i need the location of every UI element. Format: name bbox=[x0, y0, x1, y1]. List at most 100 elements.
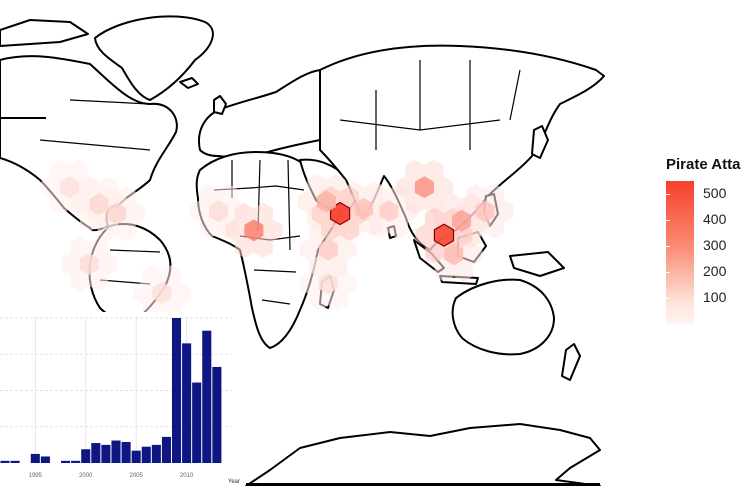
landmass-iceland bbox=[179, 77, 199, 89]
hexbin-halo-3-4 bbox=[424, 159, 444, 182]
bar-2005 bbox=[131, 450, 141, 463]
hexbin-halo-2-5 bbox=[234, 202, 254, 225]
hexbin-halo-3-1 bbox=[395, 176, 415, 199]
hexbin-halo-7-2 bbox=[389, 216, 409, 239]
hexbin-halo-17-2 bbox=[116, 219, 136, 242]
hexbin-halo-17-0 bbox=[126, 202, 146, 225]
hexbin-halo-2-4 bbox=[253, 202, 273, 225]
bar-2002 bbox=[101, 444, 111, 463]
x-axis-label: Year bbox=[228, 479, 240, 485]
legend-title: Pirate Atta bbox=[666, 156, 741, 173]
legend-label-500: 500 bbox=[703, 185, 727, 201]
bar-chart-svg: 1995 2000 2005 2010 Year bbox=[0, 317, 240, 485]
bar-2013 bbox=[212, 366, 222, 463]
hexbin-halo-1-1 bbox=[415, 224, 435, 247]
hexbin-halo-1-5 bbox=[424, 207, 444, 230]
legend-tick-500 bbox=[666, 194, 670, 195]
hexbin-halo-8-0 bbox=[463, 243, 483, 266]
hexbin-halo-14-0 bbox=[171, 281, 191, 304]
bar-1996 bbox=[40, 456, 50, 463]
bar-2004 bbox=[121, 441, 131, 463]
hexbin-layer bbox=[41, 159, 514, 321]
bar-1993 bbox=[10, 460, 20, 463]
color-legend: Pirate Atta 100 200 300 400 500 bbox=[666, 156, 741, 331]
hexbin-cell-15 bbox=[318, 272, 338, 295]
hexbin-halo-14-4 bbox=[161, 265, 181, 288]
hexbin-halo-15-1 bbox=[299, 272, 319, 295]
hexbin-cell-12 bbox=[60, 176, 80, 199]
legend-label-400: 400 bbox=[703, 211, 727, 227]
hexbin-halo-12-1 bbox=[41, 176, 61, 199]
landmass-greenland bbox=[94, 15, 214, 101]
x-tick-labels: 1995 2000 2005 2010 bbox=[29, 473, 194, 479]
hexbin-cell-9 bbox=[475, 200, 495, 223]
hexbin-cell-10 bbox=[318, 238, 338, 261]
bar-2012 bbox=[202, 330, 212, 463]
hexbin-cell-17 bbox=[107, 202, 127, 225]
legend-label-100: 100 bbox=[703, 289, 727, 305]
x-tick-label-2000: 2000 bbox=[79, 473, 93, 479]
hexbin-halo-10-3 bbox=[309, 255, 329, 278]
bar-1998 bbox=[61, 460, 71, 463]
hexbin-halo-10-0 bbox=[337, 238, 357, 261]
hexbin-halo-15-3 bbox=[309, 288, 329, 311]
hexbin-cell-2 bbox=[244, 219, 264, 242]
bar-1995 bbox=[30, 453, 40, 463]
hexbin-halo-3-2 bbox=[424, 192, 444, 215]
hexbin-halo-13-1 bbox=[60, 253, 80, 275]
bar-series bbox=[0, 318, 222, 463]
landmass-new-guinea bbox=[509, 251, 565, 277]
hexbin-cell-13 bbox=[79, 253, 99, 275]
hexbin-halo-10-1 bbox=[299, 238, 319, 261]
hexbin-halo-8-2 bbox=[453, 259, 473, 282]
hexbin-halo-11-1 bbox=[70, 193, 90, 215]
hexbin-halo-11-5 bbox=[80, 176, 99, 199]
landmass-new-zealand bbox=[561, 343, 581, 381]
bar-1999 bbox=[71, 460, 81, 463]
hexbin-halo-16-4 bbox=[218, 183, 238, 206]
hexbin-halo-0-3 bbox=[321, 219, 341, 242]
legend-tick-300 bbox=[666, 246, 670, 247]
hexbin-halo-1-3 bbox=[424, 240, 444, 263]
hexbin-halo-13-4 bbox=[89, 236, 109, 259]
hexbin-halo-0-2 bbox=[340, 219, 360, 242]
x-tick-label-2010: 2010 bbox=[180, 473, 194, 479]
bar-2001 bbox=[91, 443, 101, 463]
hexbin-cell-3 bbox=[414, 176, 434, 199]
x-tick-label-1995: 1995 bbox=[29, 473, 43, 479]
legend-label-300: 300 bbox=[703, 237, 727, 253]
hexbin-halo-13-5 bbox=[70, 236, 90, 259]
hexbin-halo-9-4 bbox=[485, 183, 505, 206]
bar-2000 bbox=[81, 449, 91, 463]
country-borders bbox=[39, 60, 521, 305]
hexbin-cell-7 bbox=[379, 200, 399, 223]
hexbin-halo-2-3 bbox=[234, 235, 254, 258]
landmass-australia bbox=[451, 278, 555, 356]
hexbin-cell-11 bbox=[89, 193, 109, 215]
hexbin-halo-9-0 bbox=[494, 200, 514, 223]
hexbin-halo-13-0 bbox=[98, 253, 118, 275]
bar-1992 bbox=[0, 460, 10, 463]
legend-label-200: 200 bbox=[703, 263, 727, 279]
hexbin-halo-11-3 bbox=[80, 209, 99, 232]
landmass-arctic-islands bbox=[0, 19, 89, 47]
hexbin-halo-14-5 bbox=[142, 265, 162, 288]
hexbin-halo-5-1 bbox=[297, 190, 317, 213]
legend-tick-100 bbox=[666, 298, 670, 299]
hexbin-halo-12-3 bbox=[50, 192, 70, 215]
hexbin-cell-6 bbox=[354, 197, 374, 220]
hexbin-halo-10-2 bbox=[328, 255, 348, 278]
bar-2009 bbox=[171, 318, 182, 463]
legend-tick-200 bbox=[666, 272, 670, 273]
hexbin-halo-8-3 bbox=[434, 259, 454, 282]
hexbin-halo-6-4 bbox=[363, 181, 383, 204]
hexbin-halo-16-5 bbox=[199, 183, 219, 206]
hexbin-halo-6-2 bbox=[363, 214, 383, 237]
bar-2010 bbox=[182, 343, 192, 463]
hexbin-cell-8 bbox=[444, 243, 464, 266]
hexbin-halo-11-4 bbox=[99, 176, 118, 199]
bar-2006 bbox=[141, 446, 151, 463]
hexbin-halo-3-0 bbox=[433, 176, 453, 199]
